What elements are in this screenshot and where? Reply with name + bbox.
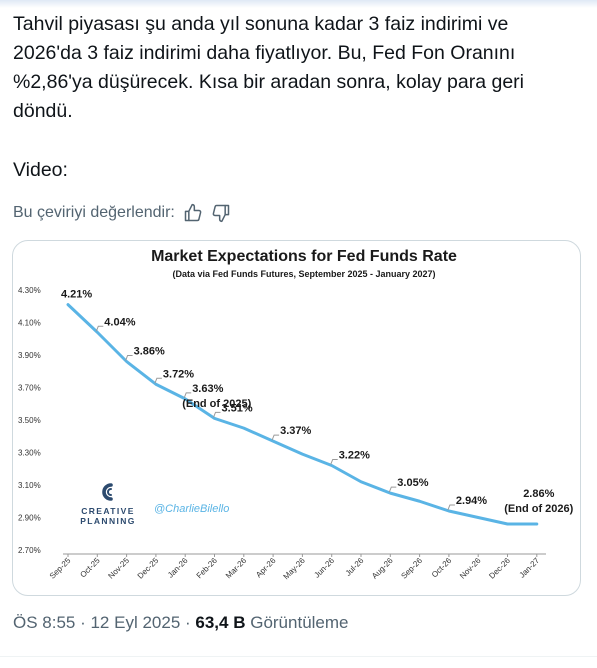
annotation-leader [183,392,192,399]
annotation-leader [213,411,221,418]
annotation-leader [154,377,162,384]
x-tick-label: Oct-25 [78,556,102,580]
tweet-line: Tahvil piyasası şu anda yıl sonuna kadar… [13,13,509,35]
x-tick-label: Jun-26 [312,556,336,580]
cp-logo-icon [102,483,113,501]
data-label: 3.37% [280,425,311,437]
timestamp[interactable]: ÖS 8:55 · 12 Eyl 2025 · [13,613,191,632]
x-tick-label: Oct-26 [430,556,454,580]
y-tick-label: 3.30% [18,449,41,458]
divider [0,656,597,657]
tweet-meta: ÖS 8:55 · 12 Eyl 2025 · 63,4 B Görüntüle… [13,613,349,633]
tweet-line: döndü. [13,100,73,122]
x-tick-label: Nov-25 [106,556,131,581]
data-note: (End of 2025) [182,398,251,410]
x-tick-label: Aug-26 [370,556,395,581]
annotation-leader [125,355,133,361]
data-label: 3.51% [222,402,253,414]
view-label: Görüntüleme [250,613,349,632]
y-tick-label: 4.10% [18,319,41,328]
data-label: 3.86% [134,346,165,358]
data-label: 3.63% [192,383,223,395]
x-tick-label: Apr-26 [254,556,278,580]
creative-planning-logo: CREATIVE PLANNING [80,483,136,526]
top-fade [0,0,597,8]
y-tick-label: 3.70% [18,384,41,393]
author-handle: @CharlieBilello [154,503,229,515]
thumbs-up-icon[interactable] [183,203,203,223]
y-tick-label: 4.30% [18,286,41,295]
tweet-text: Tahvil piyasası şu anda yıl sonuna kadar… [13,10,583,126]
thumbs-down-icon[interactable] [211,203,231,223]
tweet-line: %2,86'ya düşürecek. Kısa bir aradan sonr… [13,71,525,93]
data-label: 2.86% [523,488,554,500]
x-axis: Sep-25 Oct-25 Nov-25 Dec-25 Jan-26 Feb-26 Mar-… [48,554,542,581]
tweet-line: 2026'da 3 faiz indirimi daha fiyatlıyor.… [13,42,516,64]
translate-rating: Bu çeviriyi değerlendir: [13,201,231,225]
y-tick-label: 3.90% [18,351,41,360]
x-tick-label: Sep-25 [48,556,73,581]
x-tick-label: May-26 [282,556,308,582]
annotation-leader [271,434,280,441]
video-label: Video: [13,159,68,181]
x-tick-label: Dec-25 [136,556,161,581]
x-tick-label: Nov-26 [458,556,483,581]
y-axis: 4.30% 4.10% 3.90% 3.70% 3.50% 3.30% 3.10% 2.90%… [18,286,41,555]
annotation-leader [447,504,455,511]
x-tick-label: Jan-27 [518,556,542,580]
annotation-leader [330,459,338,465]
data-label: 3.22% [339,450,370,462]
fed-funds-chart: Market Expectations for Fed Funds Rate (… [18,248,574,581]
x-tick-label: Jan-26 [166,556,190,580]
y-tick-label: 3.10% [18,481,41,490]
x-tick-label: Jul-26 [344,556,366,578]
brand-name-2: PLANNING [80,516,136,526]
data-label: 4.21% [61,289,92,301]
data-label: 3.72% [163,368,194,380]
translate-prompt: Bu çeviriyi değerlendir: [13,204,175,221]
y-tick-label: 2.70% [18,546,41,555]
x-tick-label: Sep-26 [399,556,424,581]
annotation-leader [95,325,104,332]
x-tick-label: Feb-26 [195,556,220,581]
chart-annotations: 4.21%4.04%3.86%3.72%3.63%(End of 2025)3.… [61,289,574,515]
view-count: 63,4 B [195,613,246,632]
x-tick-label: Mar-26 [224,556,249,581]
chart-title: Market Expectations for Fed Funds Rate [151,248,457,265]
data-label: 3.05% [397,477,428,489]
series-line [66,303,539,526]
x-tick-label: Dec-26 [487,556,512,581]
media-card[interactable]: Market Expectations for Fed Funds Rate (… [12,240,581,596]
data-label: 4.04% [104,316,135,328]
brand-name-1: CREATIVE [81,506,135,516]
annotation-leader [388,486,397,493]
y-tick-label: 2.90% [18,514,41,523]
data-note: (End of 2026) [504,503,573,515]
y-tick-label: 3.50% [18,416,41,425]
data-label: 2.94% [456,495,487,507]
chart-subtitle: (Data via Fed Funds Futures, September 2… [172,269,435,279]
